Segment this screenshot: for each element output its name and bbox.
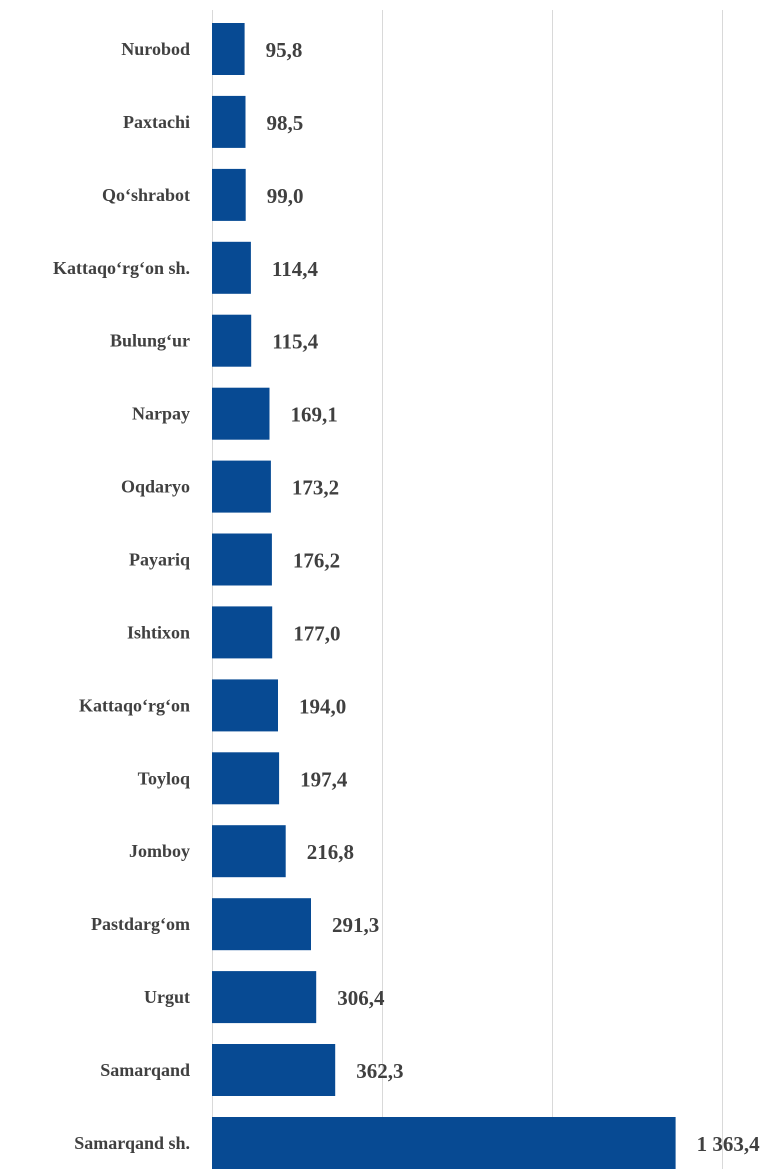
value-label: 169,1 [291,403,338,427]
bar [212,825,286,878]
category-label: Pastdarg‘om [91,914,190,934]
value-label: 197,4 [300,767,348,791]
bar [212,1117,676,1169]
bar [212,533,272,586]
bar [212,95,246,148]
bar [212,898,311,951]
category-label: Kattaqo‘rg‘on sh. [53,258,190,278]
value-label: 95,8 [266,38,303,62]
category-labels: Nurobod Paxtachi Qo‘shrabot Kattaqo‘rg‘on s… [53,39,190,1153]
value-label: 1 363,4 [697,1132,761,1156]
category-label: Paxtachi [123,112,190,132]
value-label: 115,4 [272,330,319,354]
category-label: Toyloq [138,768,190,788]
value-label: 99,0 [267,184,304,208]
category-label: Ishtixon [127,622,190,642]
bar [212,387,270,440]
value-label: 362,3 [356,1059,403,1083]
category-label: Samarqand sh. [74,1133,190,1153]
bar [212,168,246,221]
value-label: 173,2 [292,476,339,500]
value-labels: 95,8 98,5 99,0 114,4 115,4 169,1 173,2 176,2 177… [266,38,760,1156]
category-label: Bulung‘ur [110,331,190,351]
category-label: Samarqand [100,1060,190,1080]
value-label: 98,5 [267,111,304,135]
value-label: 306,4 [337,986,385,1010]
value-label: 177,0 [293,621,340,645]
category-label: Jomboy [129,841,190,861]
bars [212,23,676,1169]
bar [212,460,271,513]
value-label: 216,8 [307,840,354,864]
category-label: Urgut [144,987,190,1007]
bar [212,679,278,732]
bar [212,606,273,659]
bar [212,241,251,294]
bar [212,23,245,75]
value-label: 114,4 [272,257,319,281]
bar [212,752,280,805]
bar [212,971,317,1024]
value-label: 291,3 [332,913,379,937]
value-label: 194,0 [299,694,346,718]
category-label: Kattaqo‘rg‘on [79,695,190,715]
category-label: Oqdaryo [121,477,190,497]
category-label: Qo‘shrabot [102,185,190,205]
category-label: Nurobod [121,39,190,59]
bar [212,314,252,367]
value-label: 176,2 [293,549,340,573]
category-label: Payariq [129,550,190,570]
category-label: Narpay [132,404,190,424]
bar [212,1044,336,1096]
